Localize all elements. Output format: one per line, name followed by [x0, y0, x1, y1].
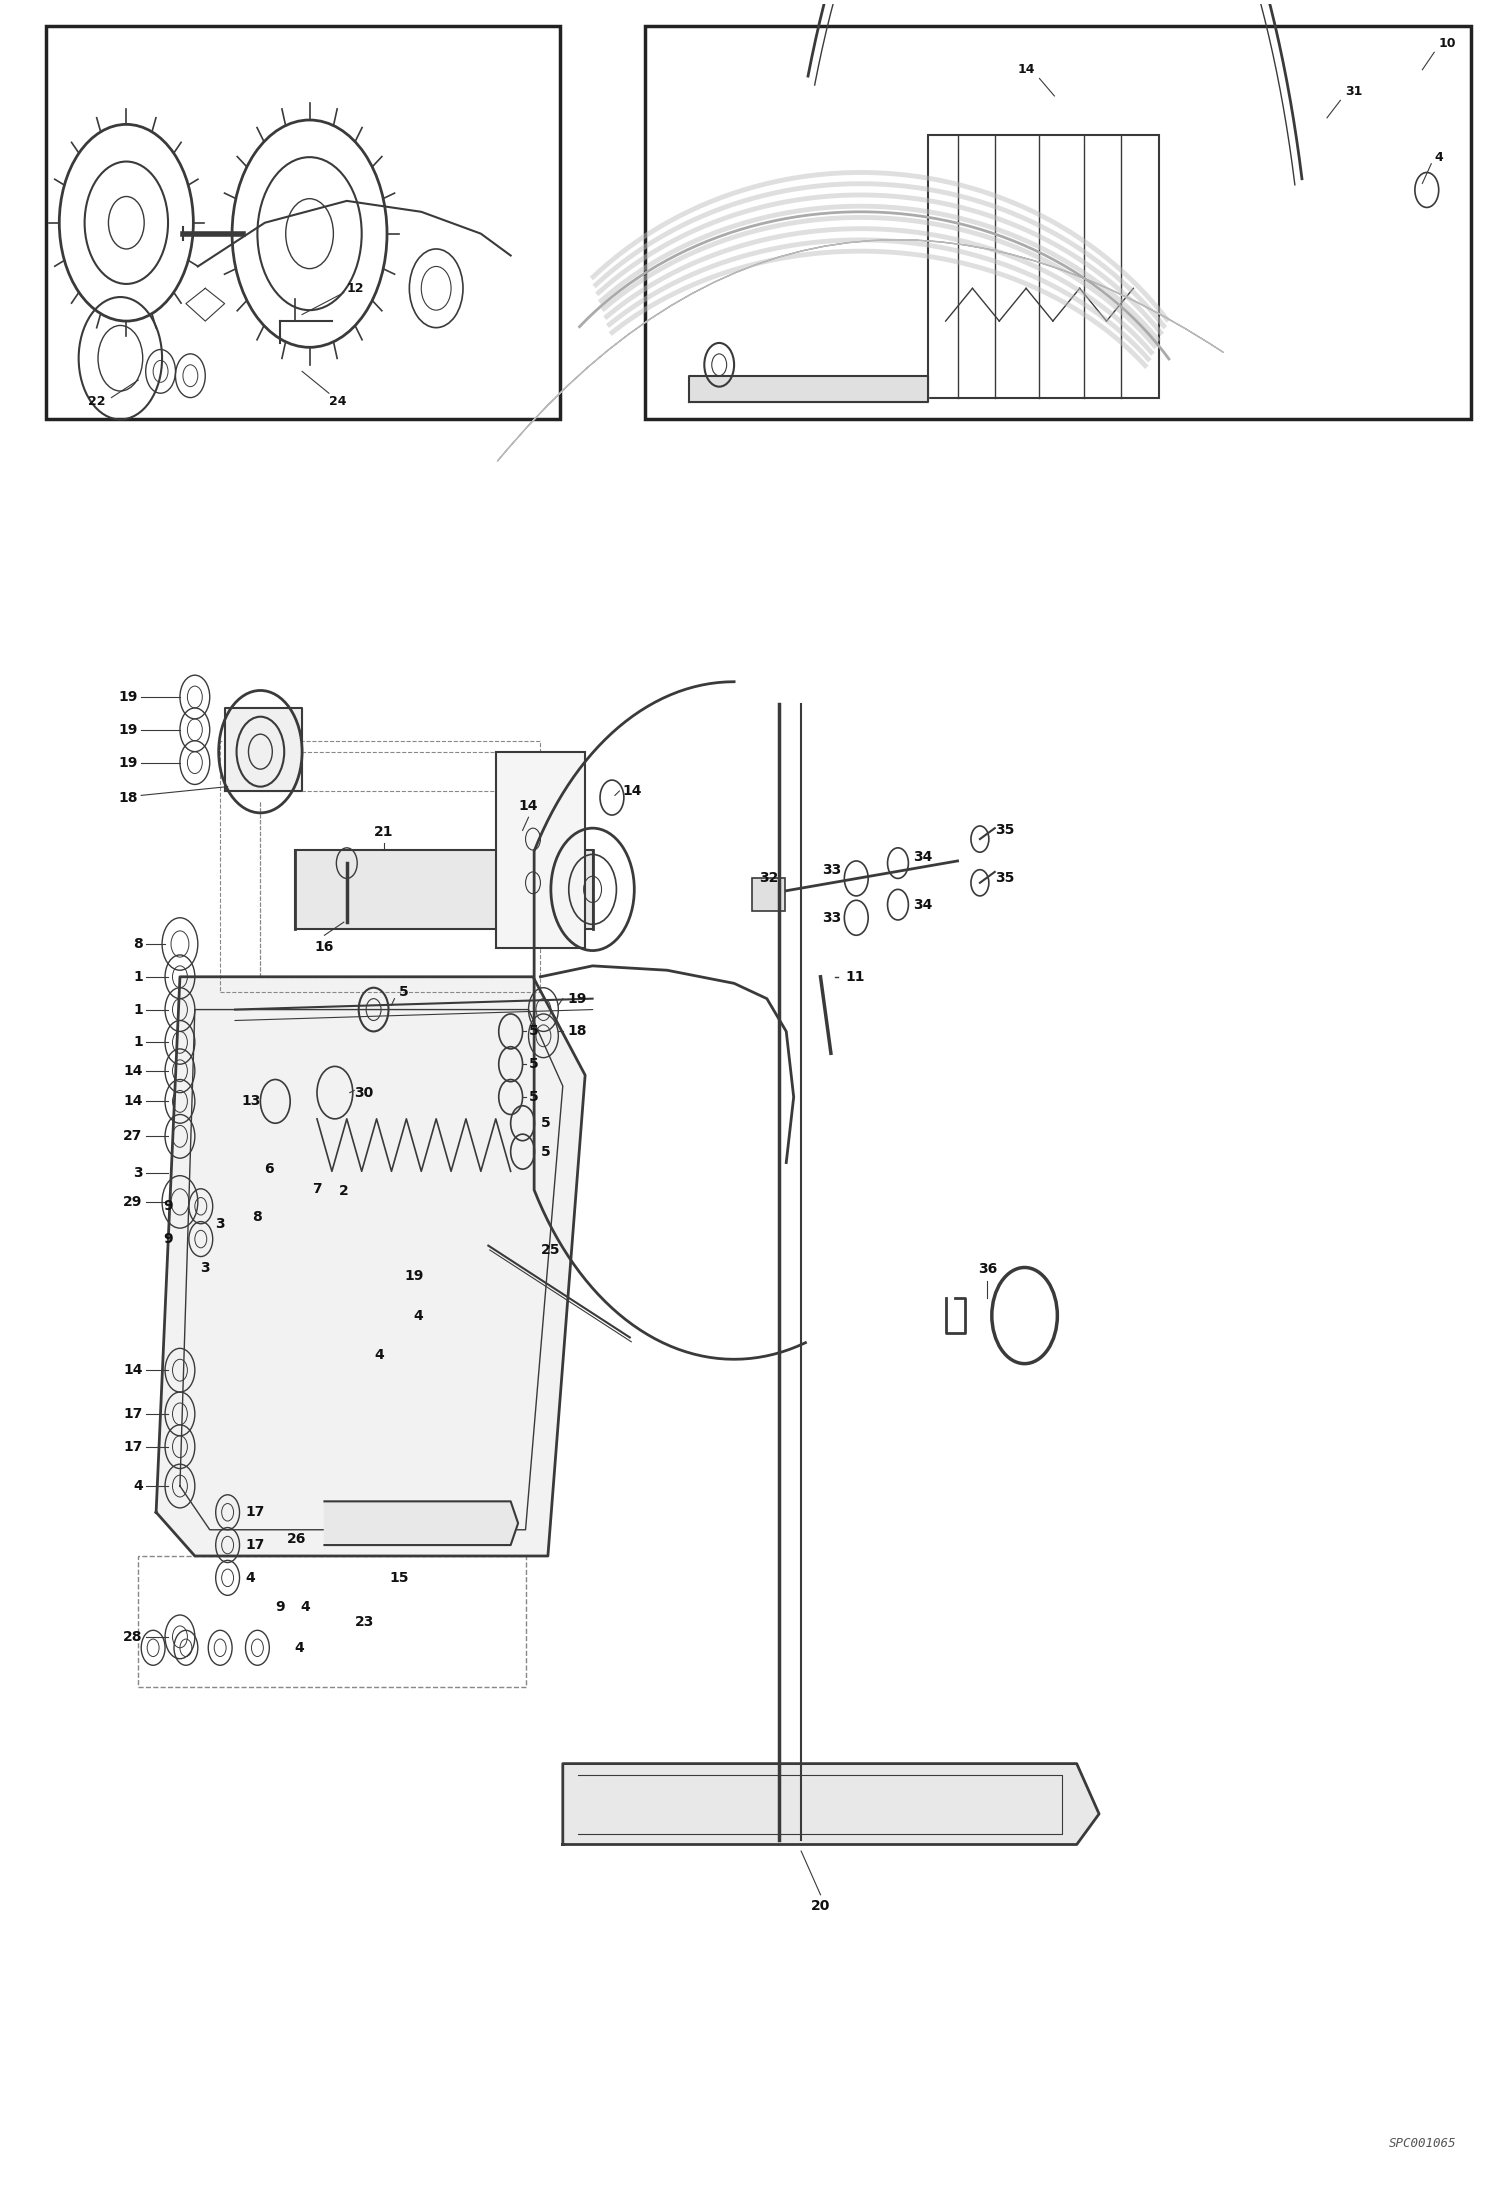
Text: 3: 3 — [201, 1262, 210, 1275]
Text: 12: 12 — [348, 281, 364, 294]
Text: 5: 5 — [529, 1025, 538, 1038]
Text: 34: 34 — [912, 897, 932, 913]
Text: 16: 16 — [315, 939, 334, 954]
Text: 3: 3 — [133, 1167, 142, 1180]
Text: 23: 23 — [355, 1615, 374, 1628]
Text: 2: 2 — [339, 1185, 349, 1198]
Text: 15: 15 — [389, 1571, 409, 1586]
Text: 19: 19 — [118, 755, 138, 770]
Text: 26: 26 — [288, 1531, 307, 1545]
Text: 19: 19 — [118, 722, 138, 737]
Text: 4: 4 — [300, 1599, 310, 1615]
Text: 17: 17 — [123, 1439, 142, 1455]
Text: 27: 27 — [123, 1130, 142, 1143]
Text: 14: 14 — [518, 799, 538, 812]
Text: 17: 17 — [123, 1406, 142, 1422]
Text: 19: 19 — [568, 992, 587, 1005]
Bar — [496, 753, 586, 948]
Text: 5: 5 — [398, 985, 409, 998]
Bar — [295, 849, 593, 928]
Text: 1: 1 — [133, 970, 142, 983]
Text: 21: 21 — [374, 825, 394, 838]
Polygon shape — [156, 976, 586, 1556]
Text: 14: 14 — [123, 1064, 142, 1077]
Text: 30: 30 — [354, 1086, 373, 1099]
FancyArrowPatch shape — [497, 239, 1224, 461]
Text: 17: 17 — [246, 1505, 265, 1518]
Polygon shape — [689, 375, 927, 402]
Text: 14: 14 — [123, 1095, 142, 1108]
Text: 7: 7 — [312, 1183, 322, 1196]
Bar — [220, 742, 541, 992]
Text: 19: 19 — [118, 691, 138, 704]
Text: 33: 33 — [822, 911, 842, 926]
Text: 35: 35 — [995, 823, 1014, 838]
Text: 1: 1 — [133, 1003, 142, 1016]
Text: 9: 9 — [163, 1200, 172, 1213]
Bar — [927, 136, 1158, 397]
Text: 18: 18 — [118, 790, 138, 805]
Text: 1: 1 — [133, 1036, 142, 1049]
Text: 25: 25 — [541, 1244, 560, 1257]
Text: 32: 32 — [759, 871, 779, 886]
Text: 34: 34 — [912, 849, 932, 864]
Text: 17: 17 — [246, 1538, 265, 1551]
Polygon shape — [563, 1764, 1100, 1845]
Text: 29: 29 — [123, 1196, 142, 1209]
Text: 35: 35 — [995, 871, 1014, 886]
Text: 5: 5 — [529, 1058, 538, 1071]
Bar — [752, 878, 785, 911]
Text: 11: 11 — [846, 970, 866, 983]
Polygon shape — [325, 1501, 518, 1545]
Text: 5: 5 — [529, 1090, 538, 1104]
Text: 4: 4 — [1434, 151, 1443, 165]
Text: 24: 24 — [330, 395, 346, 408]
Text: 13: 13 — [241, 1095, 261, 1108]
Text: 14: 14 — [622, 783, 641, 799]
Text: 5: 5 — [541, 1117, 550, 1130]
Text: 36: 36 — [978, 1262, 998, 1277]
Text: 31: 31 — [1345, 86, 1362, 99]
Text: 33: 33 — [822, 862, 842, 878]
Text: 4: 4 — [133, 1479, 142, 1494]
Text: 8: 8 — [253, 1211, 262, 1224]
Text: 4: 4 — [413, 1308, 422, 1323]
Polygon shape — [225, 709, 303, 792]
Bar — [138, 1556, 526, 1687]
Text: 3: 3 — [216, 1218, 225, 1231]
Bar — [46, 26, 560, 419]
Text: SPC001065: SPC001065 — [1389, 2137, 1456, 2150]
Text: 28: 28 — [123, 1630, 142, 1643]
Text: 19: 19 — [404, 1268, 424, 1283]
Text: 14: 14 — [123, 1362, 142, 1378]
Text: 5: 5 — [541, 1145, 550, 1158]
Text: 14: 14 — [1017, 64, 1035, 77]
Text: 8: 8 — [133, 937, 142, 950]
Text: 9: 9 — [276, 1599, 285, 1615]
Text: 4: 4 — [295, 1641, 304, 1654]
Text: 4: 4 — [374, 1347, 385, 1362]
Bar — [644, 26, 1471, 419]
Text: 18: 18 — [568, 1025, 587, 1038]
Text: 6: 6 — [265, 1163, 274, 1176]
Text: 22: 22 — [88, 395, 105, 408]
Text: 20: 20 — [810, 1900, 830, 1913]
Text: 10: 10 — [1438, 37, 1456, 50]
Text: 9: 9 — [163, 1233, 172, 1246]
Text: 4: 4 — [246, 1571, 255, 1584]
